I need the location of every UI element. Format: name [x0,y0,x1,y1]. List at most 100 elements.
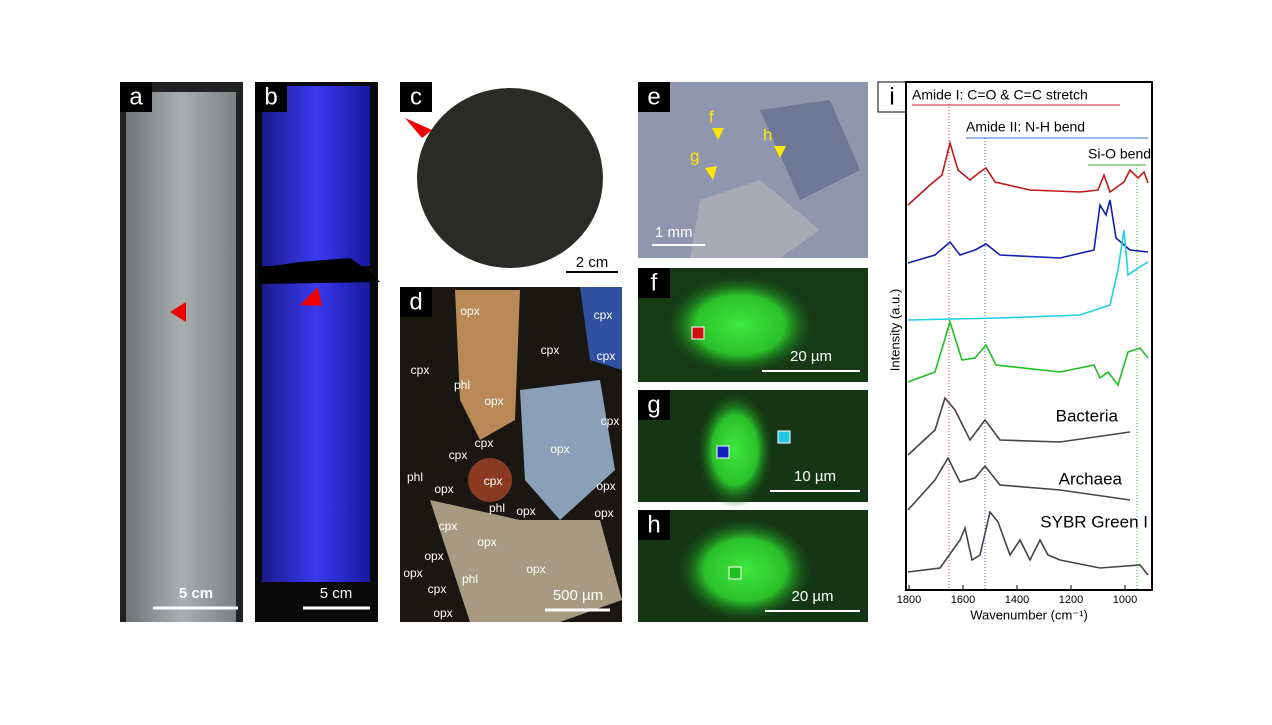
marker-arrow [705,166,717,180]
spot [728,566,742,580]
scale-text: 20 µm [792,588,834,605]
mineral-label: opx [434,482,453,496]
label-box [638,82,670,112]
mineral-label: cpx [439,519,458,533]
texture [690,180,820,258]
spot [716,445,730,459]
spectrum [907,510,1149,576]
mineral-label: cpx [475,436,494,450]
mineral-label: cpx [601,414,620,428]
mineral-label: phl [462,572,478,586]
x-tick-label: 1200 [1059,594,1083,606]
grain [520,380,615,520]
spectrum [907,456,1131,511]
scale-text: 5 cm [320,585,353,602]
marker-label: g [690,146,699,165]
grain [468,458,512,502]
spectrum-label: SYBR Green I [1040,512,1148,531]
spectrum [907,396,1131,456]
mineral-label: phl [489,501,505,515]
x-tick-label: 1000 [1113,594,1137,606]
spectrum [907,199,1149,264]
grain [580,287,622,370]
spectrum [907,139,1149,206]
mineral-label: opx [460,304,479,318]
panel-label: e [647,83,660,110]
label-box [120,82,152,112]
panel-label: g [647,391,660,418]
mineral-label: cpx [428,582,447,596]
mineral-label: opx [596,479,615,493]
scale-text: 1 mm [655,224,693,241]
arrow [405,118,432,138]
texture [760,100,860,200]
marker-arrow [712,128,724,140]
spectrum [907,319,1149,387]
marker-arrow [774,146,786,158]
label-box [638,390,670,420]
annotation: Si-O bend [1088,146,1151,162]
arrow [170,302,186,322]
scale-text: 2 cm [576,254,609,271]
mineral-label: opx [433,606,452,620]
crack [258,258,380,284]
cell [665,275,815,375]
arrow [300,287,322,306]
mineral-label: cpx [484,474,503,488]
label-box [638,510,670,540]
x-tick-label: 1400 [1005,594,1029,606]
core [262,86,370,266]
scale-text: 10 µm [794,468,836,485]
panel-label: c [410,83,422,110]
label-box [400,82,432,112]
cell [697,392,773,508]
panel-label: b [264,83,277,110]
grain [430,500,622,622]
spectrum-label: Archaea [1059,469,1123,488]
panel-label: i [889,83,894,110]
panel-label: d [409,288,422,315]
core [262,282,370,582]
x-tick-label: 1800 [897,594,921,606]
marker-label: h [763,125,772,144]
scale-text: 20 µm [790,348,832,365]
mineral-label: phl [407,470,423,484]
annotation: Amide II: N-H bend [966,119,1085,135]
spot [777,430,791,444]
mineral-label: phl [454,378,470,392]
mineral-label: opx [424,549,443,563]
mineral-label: cpx [541,343,560,357]
panel-label: h [647,511,660,538]
spectrum-label: Bacteria [1056,406,1119,425]
spectrum [907,229,1149,321]
x-axis-label: Wavenumber (cm⁻¹) [970,607,1088,622]
label-box [877,81,907,113]
grain [455,290,520,440]
annotation: Amide I: C=O & C=C stretch [912,87,1088,103]
mineral-label: opx [403,566,422,580]
mineral-label: opx [594,506,613,520]
plot-frame [905,81,1153,591]
y-axis-label: Intensity (a.u.) [887,289,902,371]
mineral-label: cpx [594,308,613,322]
mineral-label: opx [484,394,503,408]
label-box [400,287,432,317]
cell [677,518,813,622]
scale-text: 500 µm [553,587,603,604]
mineral-label: opx [526,562,545,576]
panel-label: a [129,83,143,110]
spot [691,326,705,340]
mineral-label: cpx [449,448,468,462]
label-box [638,268,670,298]
core [126,92,236,622]
mineral-label: opx [516,504,535,518]
marker-label: f [709,107,714,126]
mineral-label: cpx [597,349,616,363]
mineral-label: opx [477,535,496,549]
x-tick-label: 1600 [951,594,975,606]
mineral-label: opx [550,442,569,456]
mineral-label: cpx [411,363,430,377]
scale-text: 5 cm [179,585,213,602]
